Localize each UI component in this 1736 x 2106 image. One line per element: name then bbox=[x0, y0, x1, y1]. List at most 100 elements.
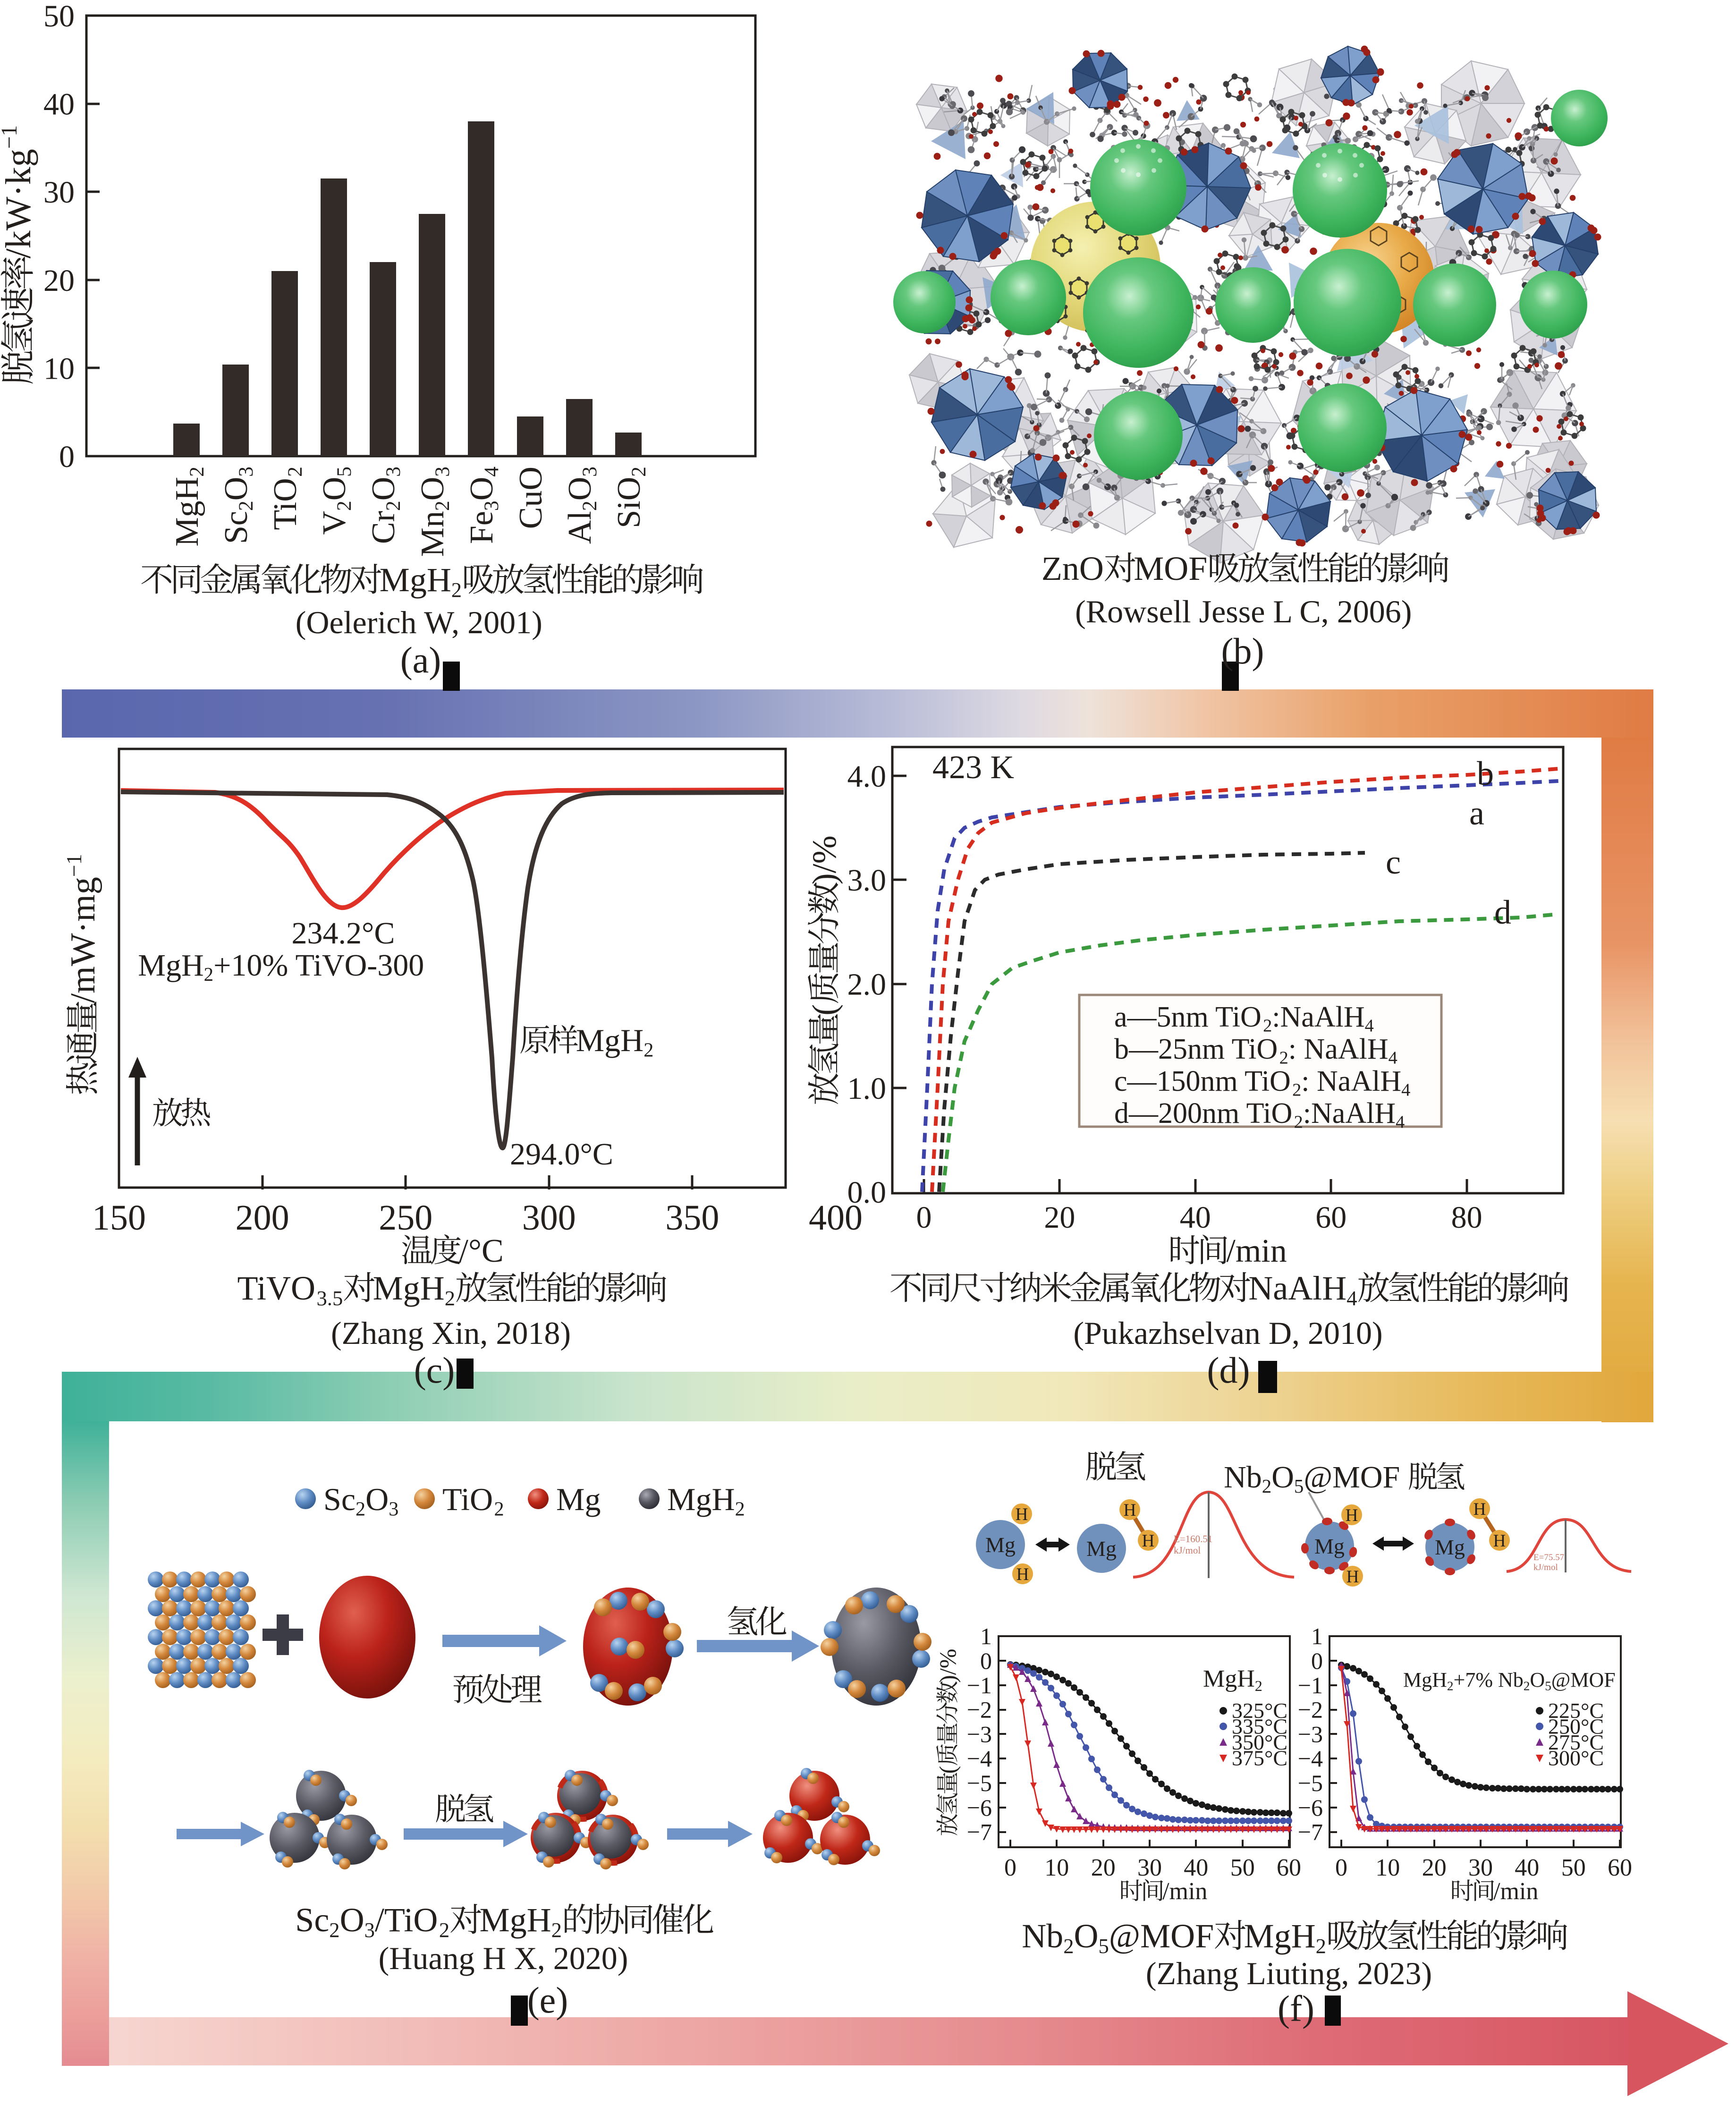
svg-text:325°C: 325°C bbox=[1232, 1698, 1287, 1723]
svg-text:2: 2 bbox=[1316, 1934, 1326, 1958]
svg-text:MgH: MgH bbox=[1203, 1665, 1255, 1692]
svg-text:0.0: 0.0 bbox=[847, 1175, 887, 1210]
svg-text:a—5nm TiO: a—5nm TiO bbox=[1114, 1001, 1262, 1033]
svg-text:2: 2 bbox=[551, 1918, 562, 1942]
svg-text:(: ( bbox=[805, 1004, 843, 1016]
svg-text:−1: −1 bbox=[1298, 1672, 1323, 1698]
svg-text:+10% TiVO-300: +10% TiVO-300 bbox=[213, 948, 424, 983]
svg-text:0: 0 bbox=[980, 1647, 992, 1674]
svg-text:300°C: 300°C bbox=[1548, 1746, 1604, 1770]
svg-text:0: 0 bbox=[59, 440, 75, 474]
svg-text:−3: −3 bbox=[967, 1721, 992, 1747]
svg-text:−5: −5 bbox=[967, 1770, 992, 1796]
svg-text:40: 40 bbox=[1184, 1854, 1208, 1881]
svg-text:H: H bbox=[1473, 1500, 1486, 1519]
svg-text:−1: −1 bbox=[0, 125, 22, 149]
svg-text:5: 5 bbox=[333, 467, 356, 477]
svg-text:)/%: )/% bbox=[805, 835, 843, 884]
svg-text:d—200nm TiO: d—200nm TiO bbox=[1114, 1097, 1292, 1129]
svg-text:2: 2 bbox=[735, 1498, 745, 1520]
svg-text:50: 50 bbox=[1561, 1854, 1586, 1881]
svg-text:kJ/mol: kJ/mol bbox=[1174, 1545, 1201, 1556]
svg-text:−1: −1 bbox=[62, 854, 86, 877]
svg-text:@MOF: @MOF bbox=[1109, 1917, 1214, 1955]
svg-text:Sc: Sc bbox=[323, 1481, 356, 1517]
svg-text:Cr: Cr bbox=[365, 511, 402, 544]
svg-text:2: 2 bbox=[382, 501, 405, 511]
svg-text:2: 2 bbox=[627, 467, 650, 477]
svg-text:4: 4 bbox=[1396, 1112, 1405, 1132]
svg-text:0: 0 bbox=[916, 1200, 932, 1235]
svg-text:2: 2 bbox=[445, 1286, 455, 1310]
svg-text:350°C: 350°C bbox=[1232, 1730, 1287, 1754]
svg-text:TiO: TiO bbox=[442, 1481, 493, 1517]
svg-text:O: O bbox=[415, 477, 451, 501]
svg-text:Mg: Mg bbox=[556, 1481, 601, 1517]
svg-text:2: 2 bbox=[439, 1918, 449, 1942]
svg-text:O: O bbox=[1074, 1917, 1099, 1955]
svg-text:2: 2 bbox=[235, 501, 257, 511]
svg-text:(: ( bbox=[934, 1766, 961, 1774]
svg-text:/min: /min bbox=[1493, 1878, 1538, 1905]
svg-text:O: O bbox=[218, 477, 254, 501]
svg-text:(Rowsell Jesse L C, 2006): (Rowsell Jesse L C, 2006) bbox=[1075, 594, 1412, 629]
svg-text:3: 3 bbox=[431, 467, 454, 477]
svg-text:2: 2 bbox=[1292, 1080, 1301, 1100]
svg-text:ZnO: ZnO bbox=[1042, 550, 1104, 587]
svg-text:@MOF: @MOF bbox=[1304, 1460, 1400, 1495]
svg-text:b—25nm TiO: b—25nm TiO bbox=[1114, 1033, 1278, 1065]
svg-text:2: 2 bbox=[1262, 1476, 1271, 1497]
svg-text:2: 2 bbox=[1263, 1016, 1272, 1036]
svg-text:Mg: Mg bbox=[1435, 1535, 1465, 1559]
svg-text:MgH: MgH bbox=[1403, 1668, 1447, 1691]
svg-text:H: H bbox=[1142, 1531, 1155, 1551]
svg-text:2: 2 bbox=[578, 501, 601, 511]
svg-text:2: 2 bbox=[356, 1498, 365, 1520]
svg-text:−2: −2 bbox=[967, 1697, 992, 1723]
svg-text:Fe: Fe bbox=[464, 511, 500, 544]
svg-text:50: 50 bbox=[43, 0, 75, 34]
svg-text:40: 40 bbox=[1515, 1854, 1539, 1881]
svg-text:(Pukazhselvan D, 2010): (Pukazhselvan D, 2010) bbox=[1073, 1315, 1382, 1351]
svg-text:20: 20 bbox=[1091, 1854, 1116, 1881]
svg-text:H: H bbox=[1346, 1567, 1359, 1587]
svg-text:10: 10 bbox=[1044, 1854, 1069, 1881]
svg-text:MgH: MgH bbox=[373, 1269, 445, 1307]
svg-text:O: O bbox=[365, 1481, 389, 1517]
svg-text:423 K: 423 K bbox=[932, 749, 1014, 786]
svg-text:375°C: 375°C bbox=[1232, 1746, 1287, 1770]
svg-text:3: 3 bbox=[480, 501, 503, 511]
svg-text:H: H bbox=[1016, 1565, 1029, 1584]
svg-text:2: 2 bbox=[431, 501, 454, 511]
svg-text:60: 60 bbox=[1315, 1200, 1346, 1235]
svg-text:5: 5 bbox=[1545, 1679, 1551, 1693]
svg-text:3: 3 bbox=[235, 467, 257, 477]
svg-text:MgH: MgH bbox=[480, 1901, 551, 1939]
svg-text:/°C: /°C bbox=[459, 1233, 504, 1269]
svg-text:2: 2 bbox=[644, 1039, 653, 1061]
svg-text:2: 2 bbox=[494, 1498, 504, 1520]
svg-text:/kW·kg: /kW·kg bbox=[0, 149, 38, 258]
svg-text:MgH: MgH bbox=[576, 1022, 644, 1058]
svg-text:b: b bbox=[1477, 755, 1494, 792]
svg-text:40: 40 bbox=[1180, 1200, 1211, 1235]
svg-text:MgH: MgH bbox=[1244, 1917, 1316, 1955]
svg-text:40: 40 bbox=[43, 87, 75, 122]
svg-text:/TiO: /TiO bbox=[375, 1901, 438, 1939]
svg-text:−4: −4 bbox=[967, 1745, 992, 1772]
svg-text:20: 20 bbox=[1422, 1854, 1447, 1881]
svg-text:TiO: TiO bbox=[267, 478, 304, 530]
svg-text:Nb: Nb bbox=[1022, 1917, 1063, 1955]
svg-text:(Huang H X, 2020): (Huang H X, 2020) bbox=[379, 1940, 628, 1976]
svg-text:2: 2 bbox=[1524, 1679, 1530, 1693]
svg-text:: NaAlH: : NaAlH bbox=[1301, 1065, 1401, 1097]
svg-text:10: 10 bbox=[43, 351, 75, 386]
svg-text:2: 2 bbox=[333, 501, 356, 511]
svg-text:30: 30 bbox=[43, 175, 75, 210]
svg-text:(Zhang Liuting, 2023): (Zhang Liuting, 2023) bbox=[1146, 1955, 1432, 1991]
svg-text:250: 250 bbox=[379, 1198, 432, 1238]
svg-text:2: 2 bbox=[1063, 1934, 1074, 1958]
svg-text:3: 3 bbox=[382, 467, 405, 477]
svg-text:1: 1 bbox=[980, 1623, 992, 1649]
svg-text:−7: −7 bbox=[967, 1819, 992, 1845]
